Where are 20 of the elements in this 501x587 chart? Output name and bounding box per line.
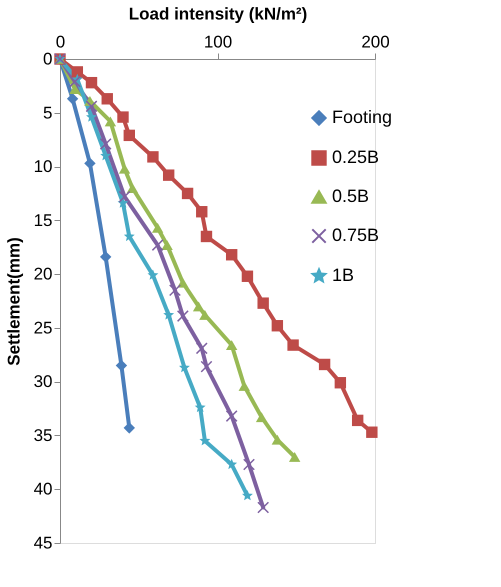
y-tick-label: 5 bbox=[43, 103, 52, 122]
y-tick-label: 10 bbox=[34, 157, 52, 176]
x-tick-label: 0 bbox=[56, 32, 66, 52]
y-tick-label: 20 bbox=[34, 264, 52, 284]
legend-label: 0.75B bbox=[332, 225, 380, 245]
legend-label: 1B bbox=[332, 265, 354, 285]
legend-label: Footing bbox=[332, 107, 392, 127]
y-tick-label: 35 bbox=[34, 426, 52, 445]
x-axis-title: Load intensity (kN/m²) bbox=[128, 4, 308, 24]
y-axis-title: Settlement(mm) bbox=[4, 237, 24, 366]
y-tick-label: 40 bbox=[34, 480, 52, 499]
y-tick-label: 15 bbox=[34, 210, 52, 230]
legend-label: 0.25B bbox=[332, 147, 380, 167]
legend-label: 0.5B bbox=[332, 186, 370, 206]
y-tick-label: 45 bbox=[34, 534, 52, 552]
y-tick-label: 25 bbox=[34, 318, 52, 338]
x-tick-label: 100 bbox=[204, 32, 232, 52]
y-tick-label: 0 bbox=[43, 50, 52, 68]
y-tick-label: 30 bbox=[34, 372, 52, 392]
x-tick-label: 200 bbox=[361, 32, 390, 52]
